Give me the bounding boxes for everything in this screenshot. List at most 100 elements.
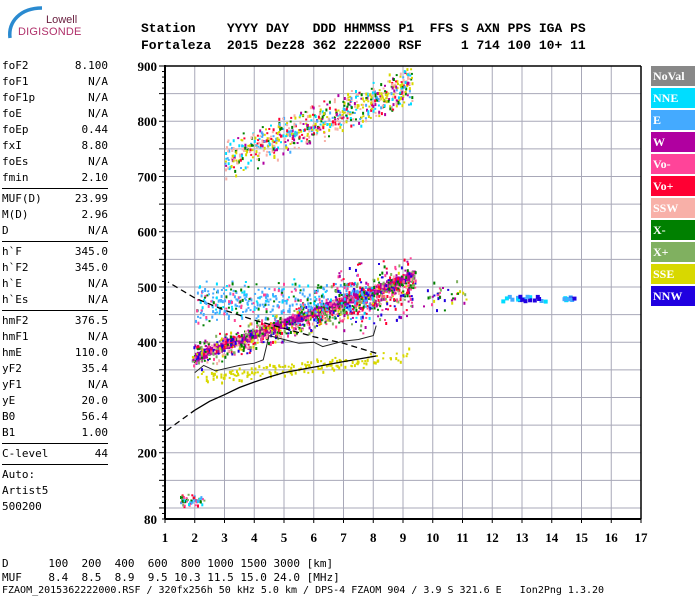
trace-point — [241, 157, 244, 161]
trace-point — [193, 360, 196, 363]
trace-point — [244, 298, 247, 301]
x-tick-label: 2 — [192, 530, 199, 545]
trace-point — [337, 305, 340, 308]
legend-item-x: X- — [651, 220, 695, 240]
trace-point — [193, 496, 196, 500]
trace-point — [281, 331, 283, 335]
trace-point — [235, 298, 238, 301]
x-tick-label: 9 — [400, 530, 407, 545]
trace-point — [289, 120, 292, 123]
trace-point — [224, 337, 227, 341]
trace-point — [300, 310, 303, 313]
trace-point — [402, 76, 405, 79]
trace-point — [262, 366, 265, 369]
trace-point — [306, 128, 309, 131]
trace-point — [255, 300, 258, 303]
trace-point — [295, 134, 298, 137]
trace-point — [380, 92, 383, 96]
trace-point — [340, 297, 343, 300]
trace-point — [315, 291, 318, 294]
trace-point — [291, 141, 294, 144]
trace-point — [316, 312, 319, 315]
trace-point — [292, 134, 295, 138]
trace-point — [342, 302, 345, 305]
param-name: D — [2, 224, 9, 237]
trace-point — [408, 286, 411, 289]
trace-point — [314, 325, 317, 329]
trace-point — [200, 294, 203, 298]
trace-point — [304, 110, 307, 113]
trace-point — [349, 299, 352, 302]
trace-point — [196, 346, 199, 350]
trace-point — [401, 97, 404, 101]
trace-point — [305, 365, 308, 369]
trace-point — [408, 103, 410, 106]
trace-point — [316, 132, 319, 135]
trace-point — [225, 285, 228, 287]
trace-point — [215, 350, 218, 354]
trace-point — [283, 140, 286, 144]
trace-point — [339, 359, 342, 362]
trace-point — [212, 301, 215, 305]
trace-point — [380, 298, 383, 302]
trace-point — [316, 321, 319, 324]
trace-point — [348, 312, 351, 315]
trace-point — [387, 281, 390, 284]
param-row: foEp 0.44 — [2, 122, 108, 138]
trace-point — [365, 97, 368, 101]
trace-point — [284, 299, 286, 302]
trace-point — [290, 366, 293, 370]
trace-point — [258, 152, 261, 155]
trace-point — [339, 300, 342, 303]
trace-point — [243, 346, 245, 350]
trace-point — [321, 311, 323, 314]
trace-point — [336, 127, 339, 131]
trace-point — [248, 151, 251, 153]
trace-point — [379, 303, 382, 305]
trace-point — [374, 103, 377, 107]
trace-point — [331, 367, 334, 371]
trace-point — [399, 96, 402, 100]
trace-point — [357, 299, 360, 302]
trace-point — [338, 272, 341, 275]
trace-point — [247, 343, 250, 346]
trace-point — [433, 281, 436, 285]
trace-point — [347, 301, 350, 304]
trace-point — [229, 292, 232, 296]
trace-point — [276, 327, 279, 331]
trace-point — [289, 134, 292, 138]
trace-point — [231, 343, 236, 348]
trace-point — [350, 318, 352, 320]
trace-point — [292, 313, 294, 317]
trace-point — [316, 130, 319, 133]
trace-point — [395, 104, 398, 108]
trace-point — [195, 361, 198, 364]
trace-point — [208, 357, 211, 360]
trace-point — [398, 98, 401, 101]
trace-point — [292, 364, 295, 368]
trace-point — [308, 308, 311, 312]
trace-point — [281, 370, 284, 373]
trace-point — [277, 146, 280, 150]
trace-point — [324, 321, 327, 324]
trace-point — [366, 291, 369, 294]
trace-point — [372, 104, 375, 108]
trace-point — [336, 360, 339, 364]
trace-point — [210, 371, 213, 375]
trace-point — [205, 354, 208, 358]
trace-point — [302, 307, 305, 311]
trace-point — [339, 111, 342, 114]
trace-point — [391, 98, 394, 101]
trace-point — [340, 303, 345, 308]
trace-point — [262, 323, 265, 326]
trace-point — [411, 280, 413, 283]
trace-point — [335, 299, 338, 302]
trace-point — [218, 312, 221, 315]
trace-point — [330, 302, 333, 306]
trace-point — [411, 297, 414, 301]
trace-point — [364, 296, 367, 300]
trace-point — [376, 355, 378, 357]
trace-point — [243, 137, 246, 140]
trace-point — [274, 370, 277, 374]
trace-point — [271, 131, 274, 134]
